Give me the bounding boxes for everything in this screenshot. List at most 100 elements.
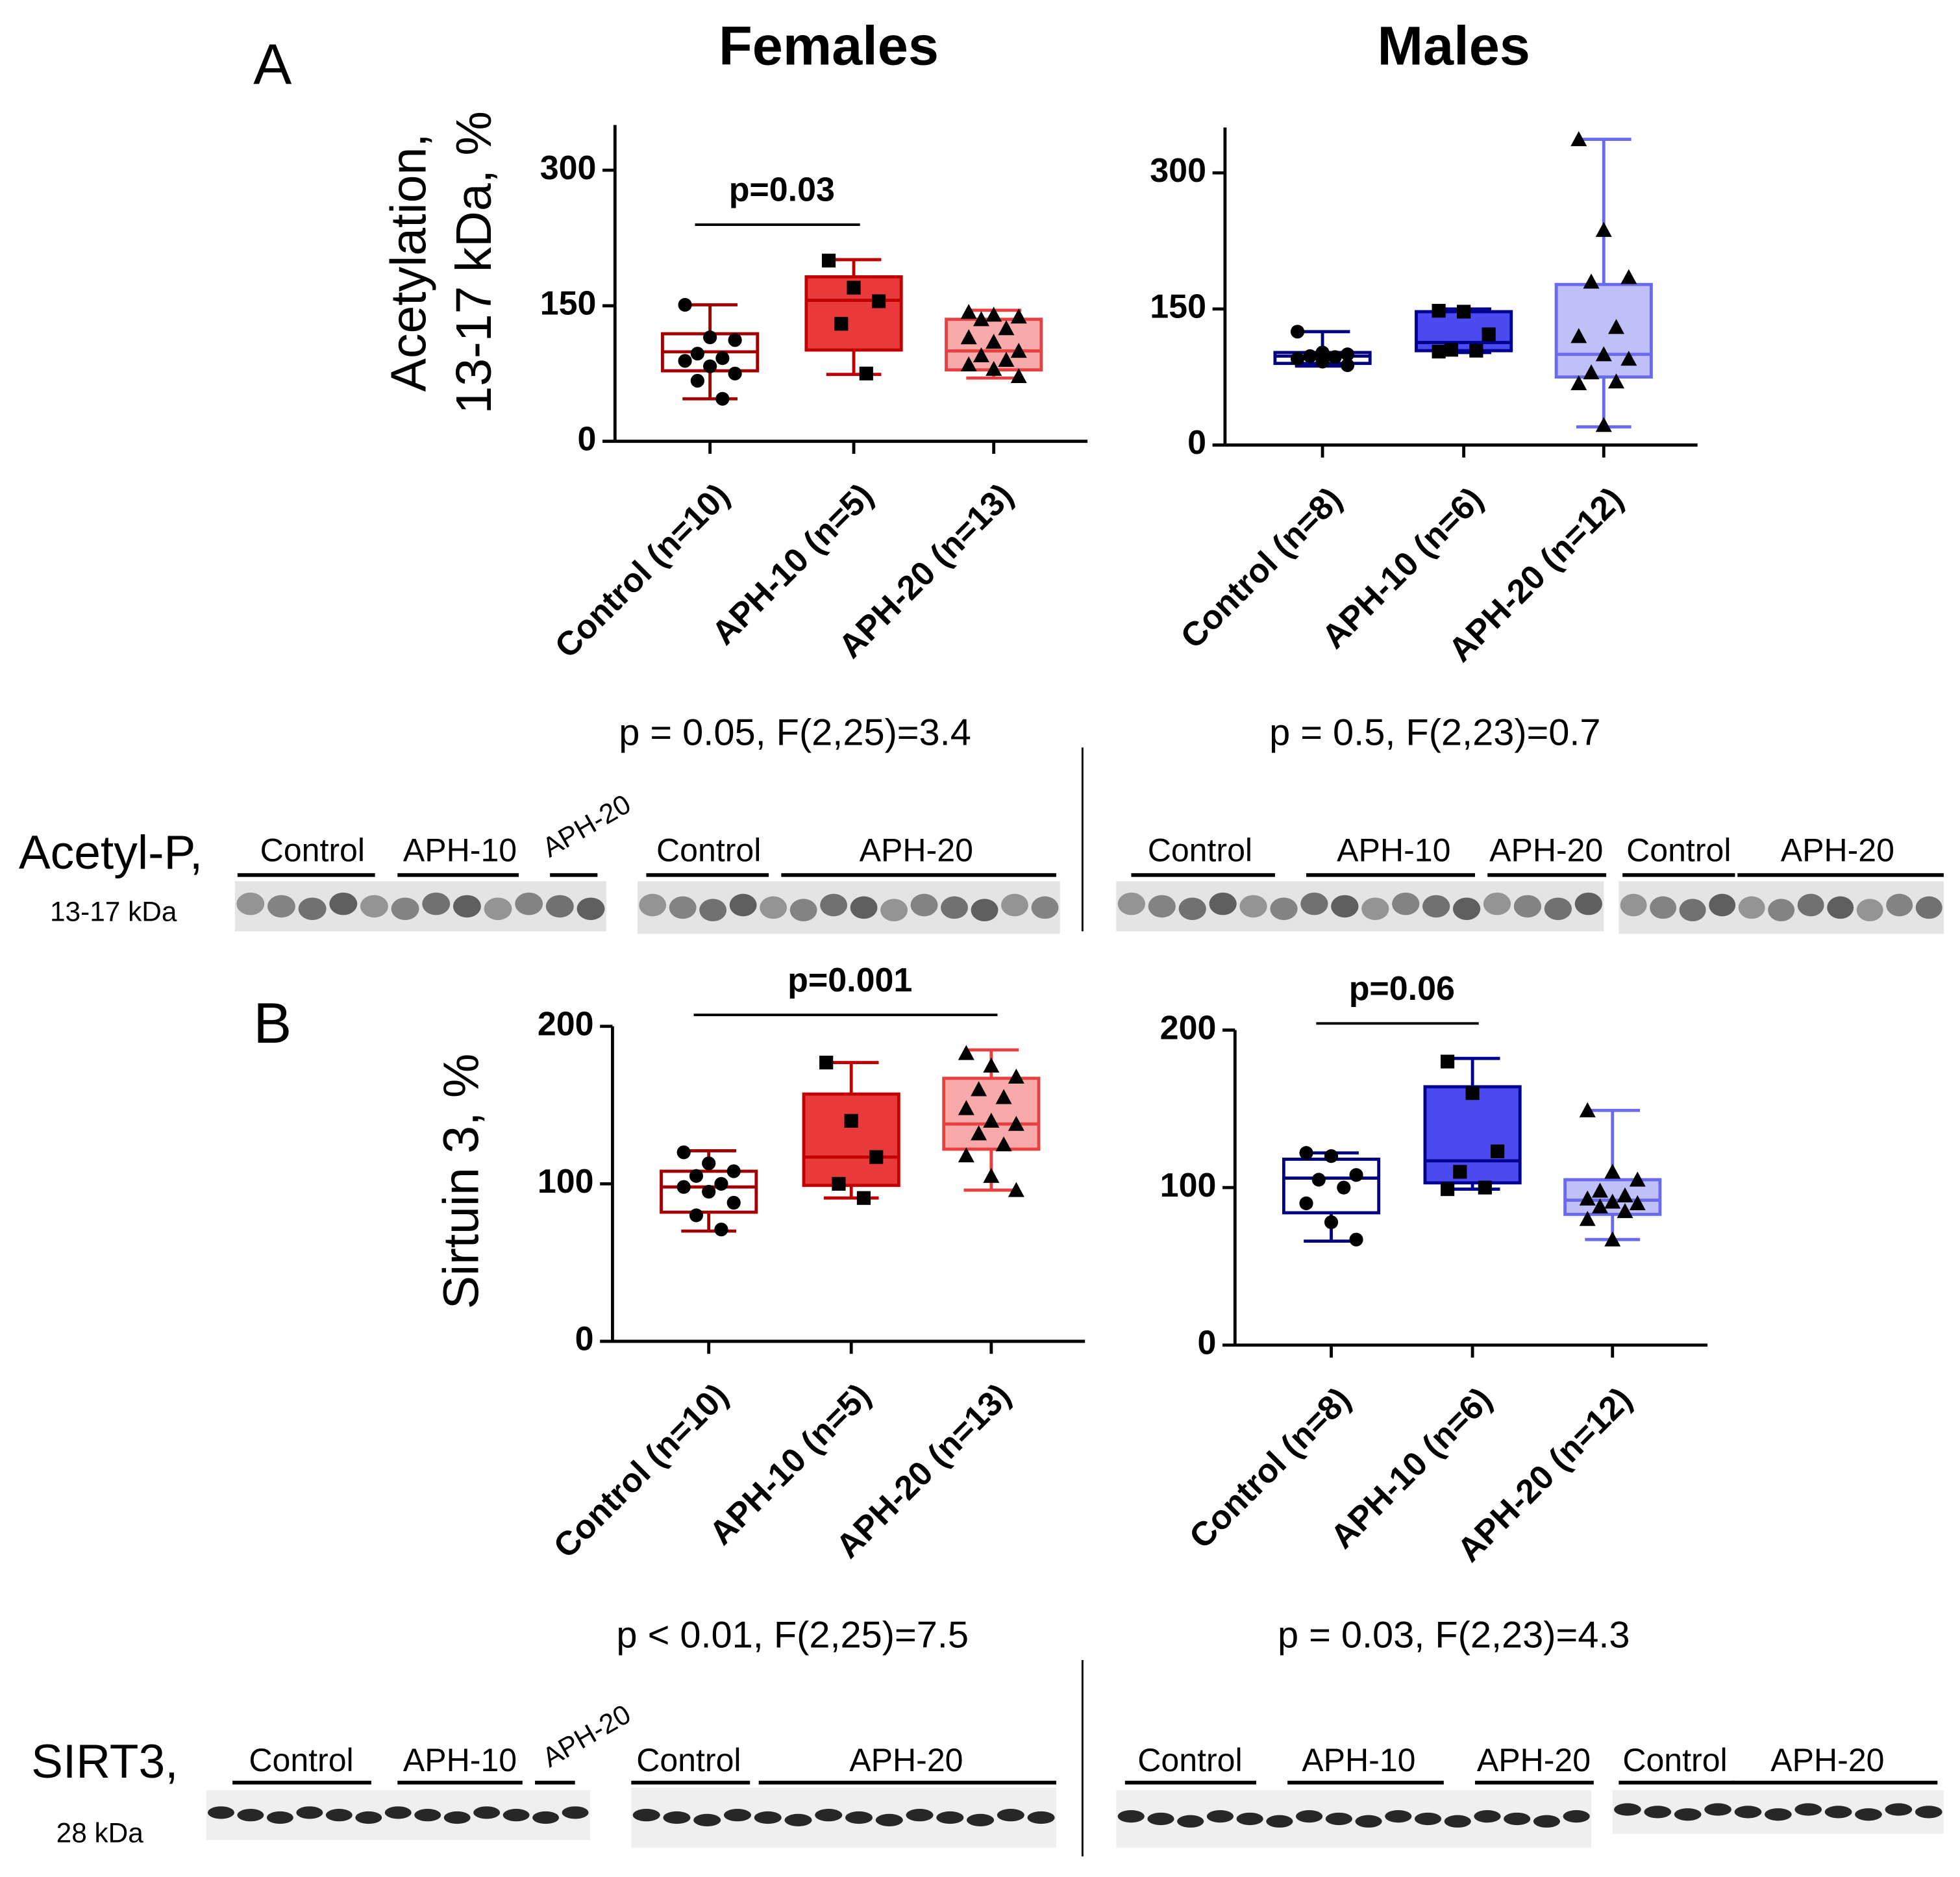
blot-band bbox=[845, 1811, 873, 1824]
stats-text: p = 0.03, F(2,23)=4.3 bbox=[1278, 1615, 1630, 1656]
blot-band bbox=[1117, 1809, 1145, 1823]
data-point bbox=[1608, 373, 1625, 389]
blot-band bbox=[577, 897, 605, 921]
data-point bbox=[856, 1191, 871, 1205]
blot-band bbox=[325, 1809, 353, 1822]
data-point bbox=[1617, 1187, 1633, 1202]
data-point bbox=[1604, 1231, 1621, 1247]
blot-band bbox=[422, 892, 451, 915]
blot-size: 13-17 kDa bbox=[50, 897, 177, 927]
y-tick-label: 200 bbox=[1160, 1009, 1217, 1047]
blot-label: Acetyl-P, bbox=[19, 826, 203, 879]
blot-band bbox=[1855, 1808, 1882, 1821]
data-point bbox=[973, 311, 989, 327]
data-point bbox=[689, 1169, 704, 1183]
blot-band bbox=[1148, 895, 1176, 918]
data-point bbox=[676, 1145, 691, 1160]
data-point bbox=[726, 1195, 741, 1210]
blot-band bbox=[1827, 896, 1854, 919]
y-tick-label: 0 bbox=[1187, 424, 1206, 462]
lane-label: Control bbox=[249, 1742, 353, 1778]
data-point bbox=[821, 253, 836, 267]
blot-band bbox=[1452, 897, 1481, 921]
data-point bbox=[690, 373, 704, 388]
data-point bbox=[1008, 1068, 1024, 1084]
stats-text: p < 0.01, F(2,25)=7.5 bbox=[616, 1615, 969, 1656]
blot-band bbox=[1704, 1803, 1731, 1816]
blot-band bbox=[936, 1811, 964, 1824]
stats-text: p = 0.05, F(2,25)=3.4 bbox=[619, 712, 971, 753]
blot-band bbox=[875, 1813, 903, 1827]
data-point bbox=[960, 329, 977, 345]
data-point bbox=[1328, 350, 1342, 364]
box bbox=[1423, 1085, 1522, 1185]
blot-band bbox=[298, 897, 327, 921]
blot-band bbox=[1644, 1806, 1672, 1819]
blot-band bbox=[941, 896, 968, 919]
data-point bbox=[1290, 352, 1305, 366]
blot-band bbox=[1392, 892, 1420, 915]
y-tick-label: 0 bbox=[575, 1321, 594, 1358]
blot-band bbox=[729, 893, 757, 917]
blot-size: 28 kDa bbox=[56, 1818, 144, 1848]
lane-label: APH-20 bbox=[537, 1698, 636, 1773]
blot-band bbox=[360, 895, 388, 918]
panel-letter: B bbox=[253, 991, 292, 1055]
data-point bbox=[1604, 1163, 1621, 1179]
blot-band bbox=[355, 1811, 382, 1824]
data-point bbox=[1299, 1196, 1313, 1210]
blot-band bbox=[1650, 896, 1677, 919]
blot-band bbox=[1915, 896, 1942, 919]
data-point bbox=[678, 297, 692, 312]
blot-band bbox=[880, 899, 908, 922]
data-point bbox=[958, 1147, 974, 1163]
blot-band bbox=[473, 1806, 501, 1819]
lane-label: Control bbox=[260, 832, 365, 868]
blot-band bbox=[1574, 892, 1602, 915]
data-point bbox=[971, 1125, 987, 1141]
blot-band bbox=[910, 893, 938, 917]
data-point bbox=[1441, 1182, 1455, 1197]
blot-band bbox=[1325, 1812, 1352, 1826]
data-point bbox=[1591, 1198, 1609, 1213]
data-point bbox=[702, 1184, 716, 1199]
blot-band bbox=[815, 1809, 843, 1822]
data-point bbox=[1629, 1171, 1646, 1187]
data-point bbox=[1444, 343, 1458, 357]
data-point bbox=[1315, 354, 1330, 369]
blot-band bbox=[971, 899, 999, 922]
data-point bbox=[995, 1136, 1012, 1152]
blot-band bbox=[1147, 1812, 1174, 1826]
data-point bbox=[983, 1167, 1000, 1183]
blot-band bbox=[1797, 893, 1824, 917]
blot-band bbox=[1544, 897, 1572, 921]
data-point bbox=[1349, 1168, 1363, 1182]
blot-band bbox=[1504, 1812, 1531, 1826]
blot-band bbox=[1331, 895, 1359, 918]
data-point bbox=[1453, 1165, 1467, 1179]
data-point bbox=[1340, 358, 1355, 373]
blot-band bbox=[754, 1811, 782, 1824]
y-tick-label: 150 bbox=[540, 285, 597, 323]
blot-band bbox=[1738, 896, 1765, 919]
blot-band bbox=[329, 892, 358, 915]
blot-band bbox=[1734, 1806, 1762, 1819]
data-point bbox=[958, 1100, 974, 1115]
blot-band bbox=[234, 881, 606, 932]
blot-band bbox=[1679, 899, 1706, 922]
significance-label: p=0.001 bbox=[788, 962, 912, 999]
blot-band bbox=[453, 895, 481, 918]
blot-band bbox=[760, 896, 788, 919]
data-point bbox=[1482, 327, 1496, 342]
lane-label: APH-10 bbox=[1302, 1742, 1415, 1778]
significance-label: p=0.03 bbox=[729, 171, 835, 209]
y-tick-label: 0 bbox=[1197, 1324, 1216, 1361]
data-point bbox=[726, 1164, 741, 1178]
blot-band bbox=[693, 1813, 721, 1827]
data-point bbox=[1008, 1115, 1024, 1131]
blot-band bbox=[1414, 1812, 1442, 1826]
data-point bbox=[676, 1180, 691, 1194]
blot-band bbox=[723, 1809, 752, 1822]
data-point bbox=[714, 1176, 728, 1191]
